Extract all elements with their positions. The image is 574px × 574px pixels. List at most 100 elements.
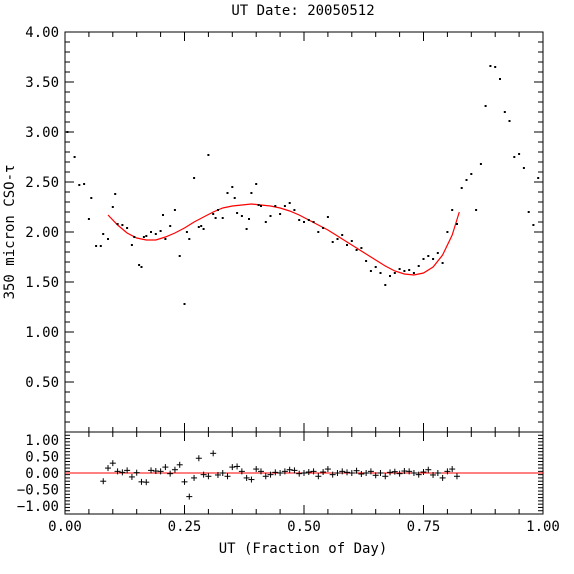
residual-point	[372, 472, 379, 479]
residual-point	[205, 473, 212, 480]
data-point	[260, 205, 262, 207]
residual-point	[315, 473, 322, 480]
data-point	[489, 65, 492, 67]
data-point	[133, 236, 136, 238]
residual-point	[305, 469, 312, 476]
data-point	[154, 233, 157, 235]
x-tick-label: 1.00	[526, 519, 560, 535]
residual-point	[358, 470, 365, 477]
data-point	[508, 120, 511, 122]
data-point	[142, 236, 145, 238]
data-point	[412, 272, 415, 274]
residual-point	[238, 468, 245, 475]
data-point	[245, 228, 248, 230]
residual-point	[410, 470, 417, 476]
data-point	[350, 240, 353, 242]
data-point	[200, 225, 203, 227]
data-point	[436, 252, 439, 254]
data-point	[279, 213, 282, 215]
data-point	[408, 269, 411, 271]
residual-point	[148, 467, 155, 474]
data-point	[384, 284, 387, 286]
data-point	[197, 226, 200, 228]
data-point	[537, 177, 540, 179]
data-point	[374, 266, 377, 268]
residual-point	[377, 470, 384, 476]
residual-point	[272, 469, 279, 476]
data-point	[341, 234, 344, 236]
residual-point	[434, 470, 441, 476]
residuals-y-tick-label: 0.50	[25, 450, 59, 466]
data-point	[475, 209, 478, 211]
residual-point	[253, 466, 260, 473]
data-point	[231, 186, 234, 188]
residual-point	[171, 466, 178, 473]
data-point	[221, 217, 224, 219]
main-y-tick-label: 2.50	[25, 175, 59, 191]
data-point	[90, 197, 93, 199]
data-point	[140, 266, 143, 268]
data-point	[126, 227, 129, 229]
residual-point	[353, 467, 360, 474]
residual-point	[444, 468, 451, 475]
residual-point	[415, 471, 422, 478]
x-tick-label: 0.50	[287, 519, 321, 535]
data-point	[398, 268, 401, 270]
main-y-tick-label: 0.50	[25, 375, 59, 391]
residual-point	[449, 466, 456, 473]
residual-point	[176, 461, 183, 468]
residual-point	[157, 468, 164, 475]
residual-point	[320, 469, 327, 476]
residual-point	[348, 470, 355, 476]
data-point	[460, 187, 463, 189]
data-point	[470, 173, 473, 175]
data-point	[298, 219, 301, 221]
residual-point	[195, 455, 202, 462]
data-point	[513, 156, 516, 158]
data-point	[479, 163, 482, 165]
data-point	[346, 244, 348, 246]
data-point	[102, 233, 105, 235]
data-point	[427, 255, 430, 257]
data-point	[173, 209, 176, 211]
residual-point	[329, 471, 336, 478]
residual-point	[277, 470, 284, 476]
residuals-y-tick-label: 0.00	[25, 466, 59, 482]
data-point	[207, 154, 210, 156]
residual-point	[219, 470, 226, 476]
data-point	[389, 275, 391, 277]
data-point	[188, 238, 191, 240]
data-point	[150, 231, 152, 233]
data-point	[322, 227, 325, 229]
x-axis-label: UT (Fraction of Day)	[219, 541, 388, 557]
data-point	[499, 78, 501, 80]
data-point	[138, 264, 141, 266]
data-point	[212, 213, 215, 215]
data-point	[283, 205, 286, 207]
data-point	[331, 241, 334, 243]
main-y-tick-label: 1.00	[25, 325, 59, 341]
residual-point	[167, 470, 174, 477]
residuals-y-tick-label: −1.00	[17, 499, 59, 515]
fit-curve	[107, 203, 460, 276]
residual-point	[262, 473, 269, 480]
data-point	[226, 192, 229, 194]
data-point	[116, 223, 119, 225]
main-y-tick-label: 2.00	[25, 225, 59, 241]
data-point	[417, 265, 420, 267]
data-point	[532, 224, 535, 226]
residual-point	[344, 469, 351, 476]
chart-title: UT Date: 20050512	[231, 3, 374, 19]
data-point	[326, 216, 329, 218]
data-point	[303, 221, 305, 223]
data-point	[87, 218, 90, 220]
data-point	[66, 131, 69, 133]
residual-point	[296, 470, 303, 477]
data-point	[183, 303, 186, 305]
residual-point	[191, 474, 198, 481]
residual-point	[143, 479, 150, 486]
residual-point	[391, 468, 398, 475]
data-point	[185, 231, 188, 233]
residual-point	[281, 468, 288, 475]
data-point	[83, 183, 86, 185]
